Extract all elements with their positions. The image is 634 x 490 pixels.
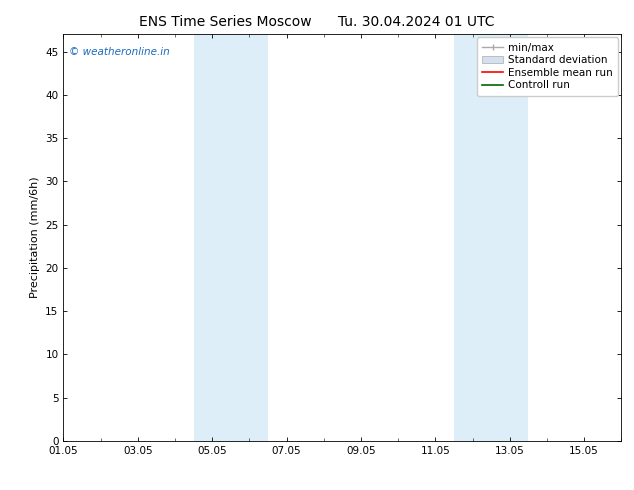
- Legend: min/max, Standard deviation, Ensemble mean run, Controll run: min/max, Standard deviation, Ensemble me…: [477, 37, 618, 96]
- Text: ENS Time Series Moscow      Tu. 30.04.2024 01 UTC: ENS Time Series Moscow Tu. 30.04.2024 01…: [139, 15, 495, 29]
- Bar: [193, 34, 268, 441]
- Y-axis label: Precipitation (mm/6h): Precipitation (mm/6h): [30, 177, 40, 298]
- Bar: [454, 34, 528, 441]
- Text: © weatheronline.in: © weatheronline.in: [69, 47, 170, 56]
